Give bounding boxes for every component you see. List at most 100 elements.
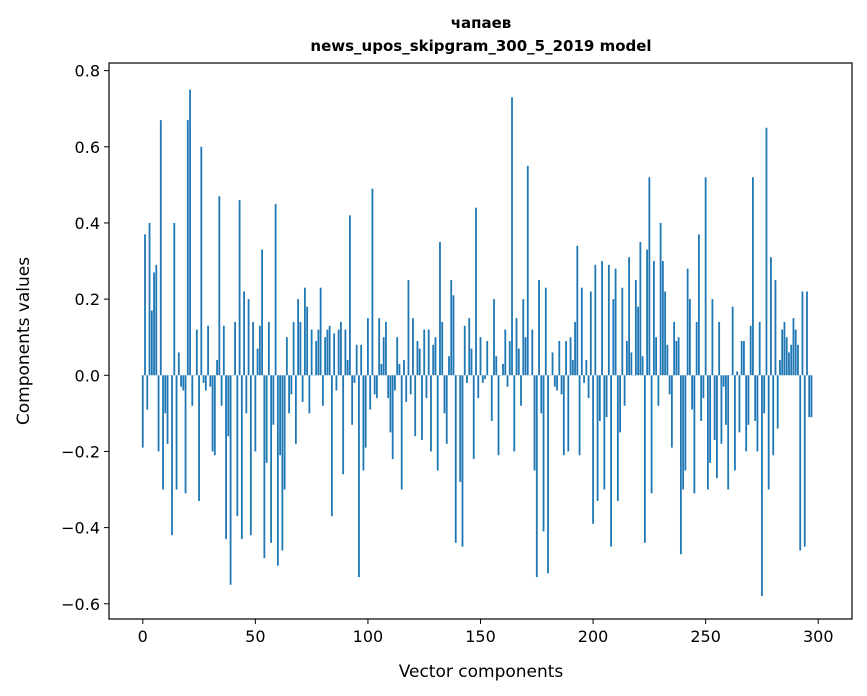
bar (385, 321, 387, 376)
bar (234, 321, 236, 376)
bar (351, 375, 354, 425)
bar (484, 375, 486, 380)
bar (459, 375, 462, 482)
x-tick-label: 50 (245, 627, 265, 646)
bar (245, 375, 248, 414)
bar (502, 363, 504, 376)
bar (452, 295, 455, 376)
bar (315, 341, 318, 376)
bar (641, 356, 644, 376)
bar (538, 280, 540, 376)
bar (297, 299, 300, 376)
bar (682, 375, 685, 490)
bar (634, 280, 637, 376)
bar (209, 375, 212, 387)
bar (144, 234, 146, 376)
bar (808, 375, 811, 418)
bar (175, 375, 178, 490)
bar (373, 375, 376, 395)
bar (317, 329, 320, 376)
bar (227, 375, 230, 437)
bar (648, 177, 651, 376)
y-tick-label: −0.2 (61, 442, 100, 461)
bar (569, 337, 572, 376)
bar (731, 306, 734, 376)
x-tick-label: 100 (353, 627, 384, 646)
bar (758, 321, 761, 376)
bar (621, 287, 624, 376)
bar (369, 375, 372, 410)
bar (745, 375, 748, 452)
bar (463, 325, 466, 376)
bar (261, 249, 263, 376)
bar (806, 291, 808, 376)
bar (328, 325, 331, 376)
bar (213, 375, 216, 456)
bar (177, 352, 180, 376)
bar (247, 299, 250, 376)
bar (504, 329, 507, 376)
bar (403, 360, 405, 376)
bar (614, 268, 617, 376)
bar (333, 333, 336, 376)
bar (310, 329, 313, 376)
bar (675, 341, 678, 376)
bar (711, 299, 714, 376)
bar (243, 291, 245, 376)
bar (734, 375, 736, 471)
bar (788, 352, 790, 376)
bar (477, 375, 480, 399)
bar (603, 375, 606, 490)
bar (556, 375, 558, 391)
bar (661, 261, 664, 376)
bar (693, 375, 696, 494)
bar (146, 375, 149, 410)
bars-group (141, 89, 813, 597)
bar (324, 337, 327, 376)
bar (218, 196, 221, 376)
bar (684, 375, 687, 471)
bar (643, 375, 646, 543)
bar (443, 375, 446, 414)
bar (677, 337, 680, 376)
bar (650, 375, 653, 494)
bar (283, 375, 286, 490)
bar (749, 325, 752, 376)
bar (468, 318, 471, 376)
bar (801, 291, 804, 376)
bar (756, 375, 759, 452)
bar (720, 375, 723, 444)
bar (605, 375, 608, 418)
bar (738, 375, 741, 433)
bar (202, 375, 205, 383)
bar (479, 337, 482, 376)
bar (542, 375, 545, 532)
bar (565, 341, 567, 376)
bar (655, 337, 658, 376)
bar (164, 375, 167, 414)
bar (358, 375, 360, 578)
bar (367, 318, 369, 376)
bar (673, 321, 676, 376)
bar (267, 321, 270, 376)
bar (432, 344, 435, 376)
bar (630, 352, 633, 376)
bar (391, 375, 394, 460)
bar (301, 375, 304, 402)
bar (466, 375, 468, 383)
bar (792, 318, 795, 376)
bar (481, 375, 484, 383)
bar (407, 280, 410, 376)
bar (763, 375, 766, 414)
bar (497, 375, 500, 456)
bar (761, 375, 763, 597)
bar (619, 375, 621, 433)
bar (779, 360, 781, 376)
bar (306, 306, 309, 376)
bar (508, 341, 511, 376)
bar (263, 375, 266, 559)
bar (551, 352, 554, 376)
bar (707, 375, 709, 490)
bar (387, 375, 390, 399)
bar (601, 261, 603, 376)
